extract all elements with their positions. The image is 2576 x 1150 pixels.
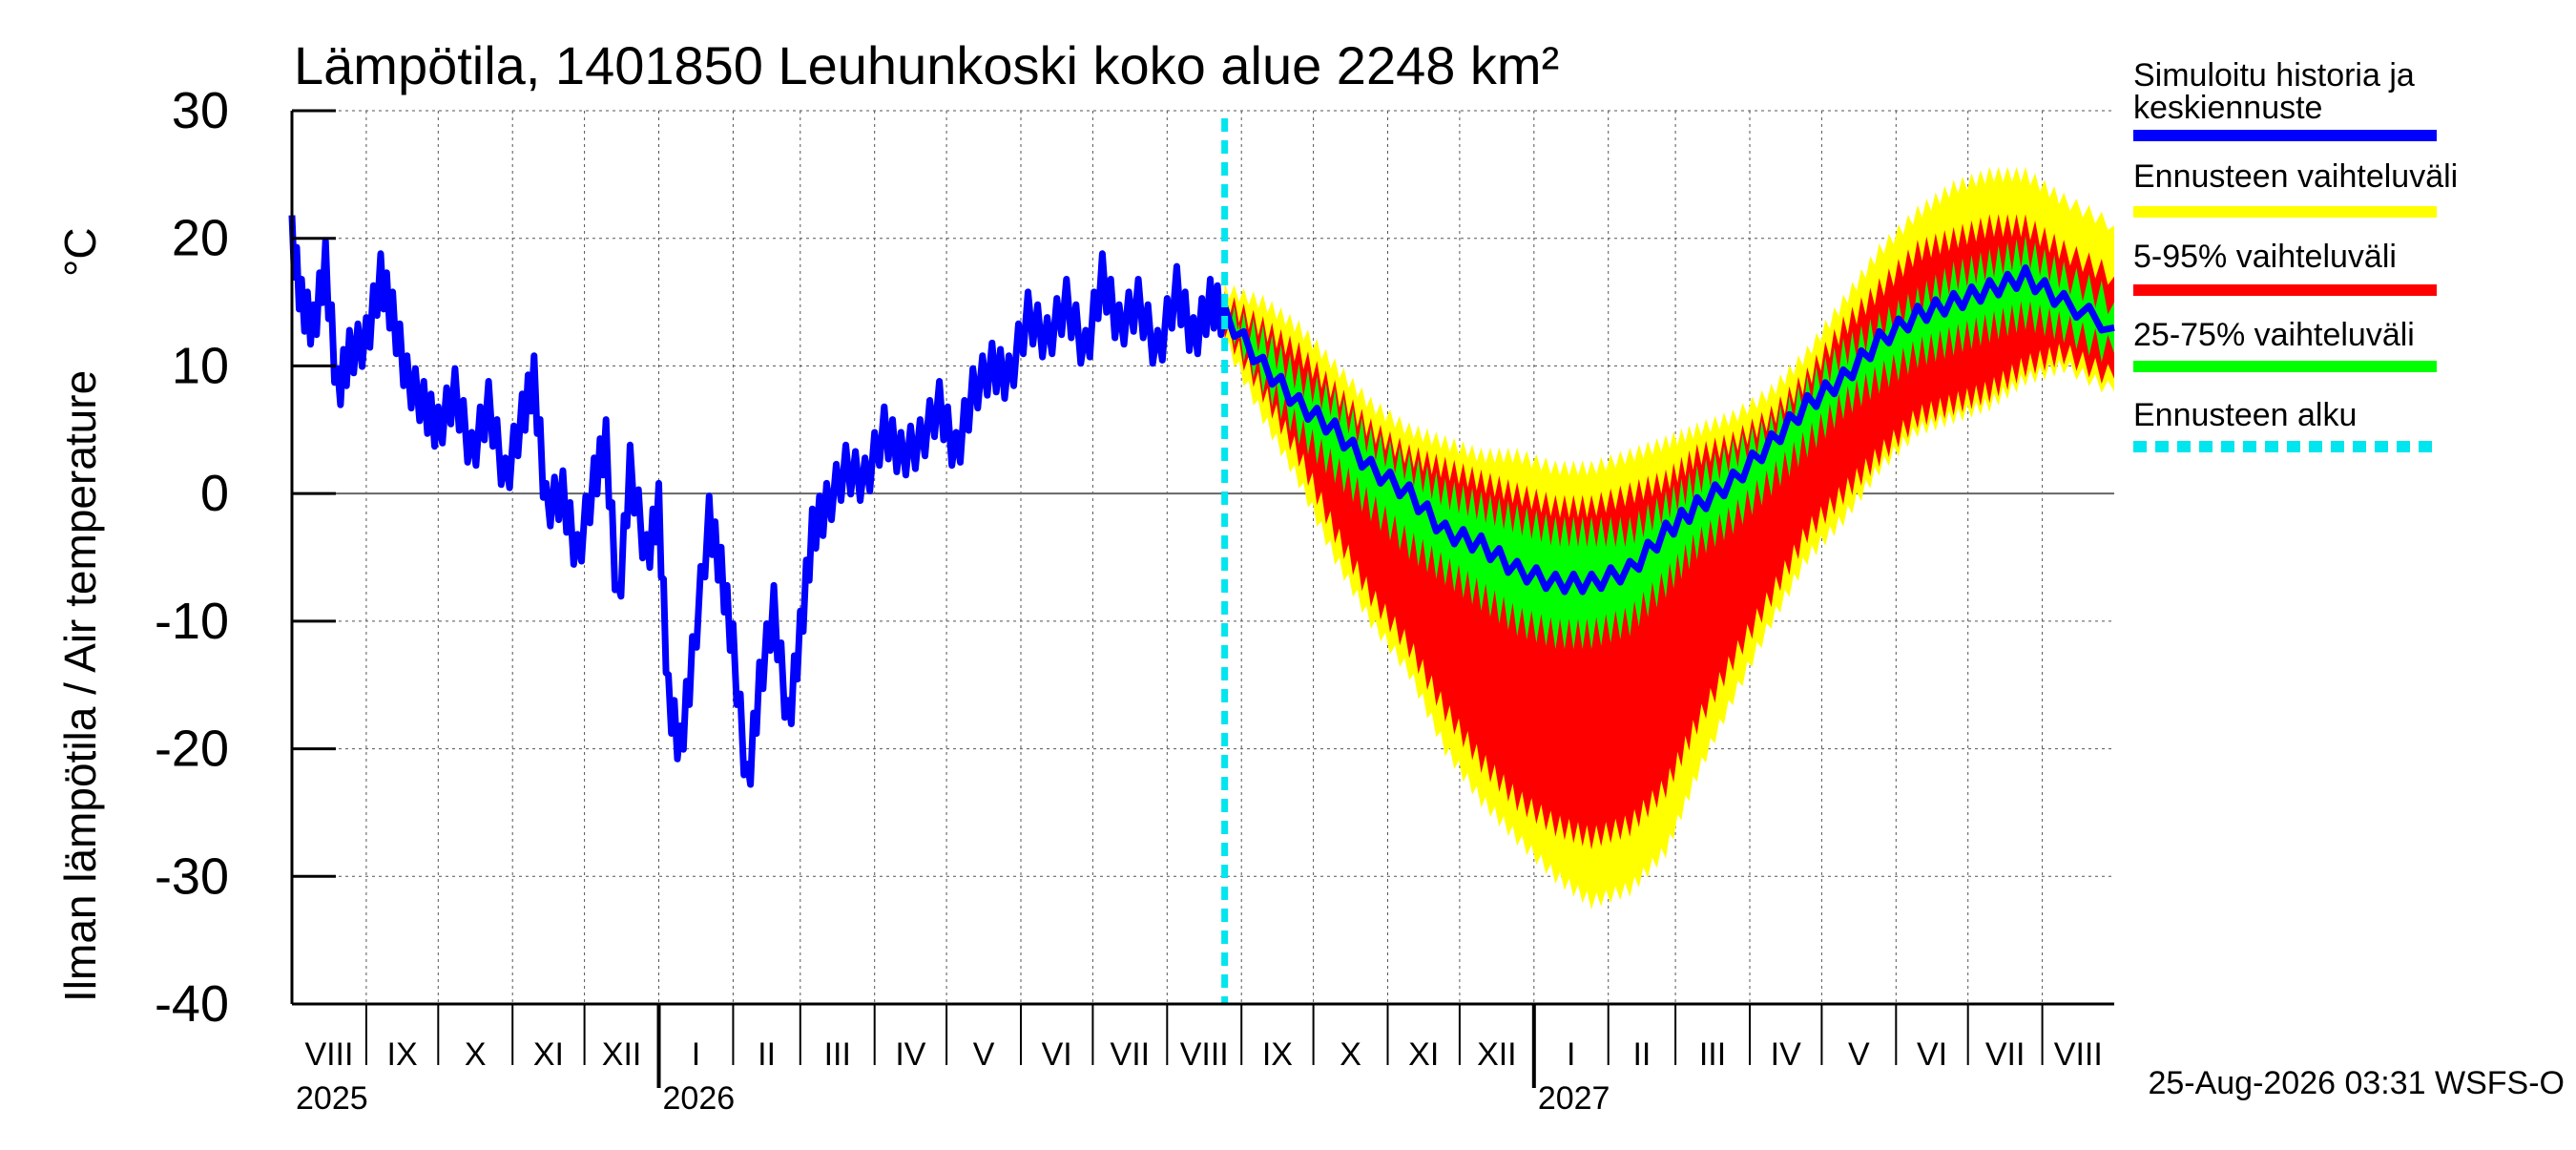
month-tick-label: I xyxy=(692,1036,700,1073)
month-tick-label: III xyxy=(1699,1036,1726,1073)
month-tick-label: IX xyxy=(387,1036,418,1073)
footer-timestamp: 25-Aug-2026 03:31 WSFS-O xyxy=(2148,1065,2565,1101)
legend-label: Simuloitu historia ja keskiennuste xyxy=(2133,57,2415,126)
month-tick-label: VII xyxy=(1111,1036,1151,1073)
month-tick-label: III xyxy=(824,1036,851,1073)
month-tick-label: X xyxy=(465,1036,487,1073)
month-tick-label: VII xyxy=(1985,1036,2025,1073)
year-tick-label: 2027 xyxy=(1538,1080,1610,1117)
month-tick-label: XII xyxy=(1477,1036,1517,1073)
y-tick-label: 0 xyxy=(200,465,229,522)
legend-label: Ennusteen vaihteluväli xyxy=(2133,158,2458,195)
legend: Simuloitu historia ja keskiennuste Ennuste… xyxy=(2133,57,2458,452)
month-tick-label: IX xyxy=(1262,1036,1293,1073)
month-tick-label: VI xyxy=(1042,1036,1072,1073)
month-tick-label: VIII xyxy=(1180,1036,1229,1073)
month-tick-label: II xyxy=(758,1036,776,1073)
month-tick-label: II xyxy=(1632,1036,1651,1073)
legend-label: 5-95% vaihteluväli xyxy=(2133,239,2397,275)
legend-label: 25-75% vaihteluväli xyxy=(2133,317,2415,353)
legend-item: Simuloitu historia ja keskiennuste xyxy=(2133,57,2437,141)
y-tick-label: 30 xyxy=(172,82,229,139)
month-tick-label: IV xyxy=(1771,1036,1801,1073)
chart-title: Lämpötila, 1401850 Leuhunkoski koko alue… xyxy=(294,35,1559,95)
y-tick-label: -30 xyxy=(155,847,229,905)
month-tick-label: IV xyxy=(895,1036,925,1073)
month-tick-label: X xyxy=(1340,1036,1361,1073)
month-tick-label: VIII xyxy=(304,1036,353,1073)
year-tick-label: 2026 xyxy=(663,1080,736,1117)
month-tick-label: VI xyxy=(1917,1036,1947,1073)
y-axis-label: Ilman lämpötila / Air temperature xyxy=(55,370,105,1002)
legend-item: 25-75% vaihteluväli xyxy=(2133,317,2437,372)
month-tick-label: V xyxy=(973,1036,995,1073)
month-tick-label: I xyxy=(1567,1036,1575,1073)
y-tick-label: -40 xyxy=(155,975,229,1033)
legend-label: Ennusteen alku xyxy=(2133,397,2357,433)
month-tick-label: XII xyxy=(602,1036,642,1073)
month-tick-label: XI xyxy=(533,1036,564,1073)
y-axis-unit: °C xyxy=(55,227,105,277)
legend-item: Ennusteen vaihteluväli xyxy=(2133,158,2458,218)
month-tick-label: V xyxy=(1848,1036,1870,1073)
legend-item: 5-95% vaihteluväli xyxy=(2133,239,2437,296)
y-tick-label: 10 xyxy=(172,337,229,394)
month-tick-label: VIII xyxy=(2054,1036,2103,1073)
year-tick-label: 2025 xyxy=(296,1080,368,1117)
y-tick-label: 20 xyxy=(172,210,229,267)
series-line-mean xyxy=(288,215,2115,788)
y-tick-label: -20 xyxy=(155,721,229,778)
y-tick-label: -10 xyxy=(155,593,229,650)
legend-item: Ennusteen alku xyxy=(2133,397,2437,452)
month-tick-label: XI xyxy=(1408,1036,1439,1073)
